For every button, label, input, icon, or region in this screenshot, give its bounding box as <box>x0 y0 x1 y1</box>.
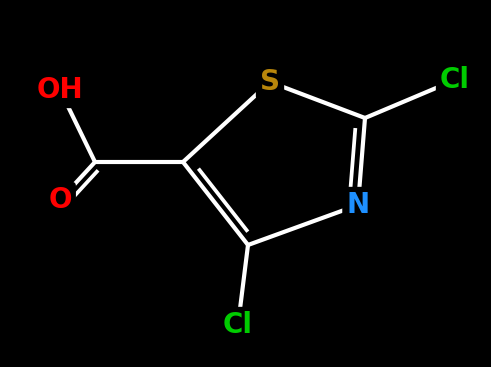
Text: N: N <box>347 191 370 219</box>
Text: O: O <box>48 186 72 214</box>
Text: Cl: Cl <box>440 66 470 94</box>
Text: Cl: Cl <box>223 311 253 339</box>
Text: OH: OH <box>37 76 83 104</box>
Text: S: S <box>260 68 280 96</box>
